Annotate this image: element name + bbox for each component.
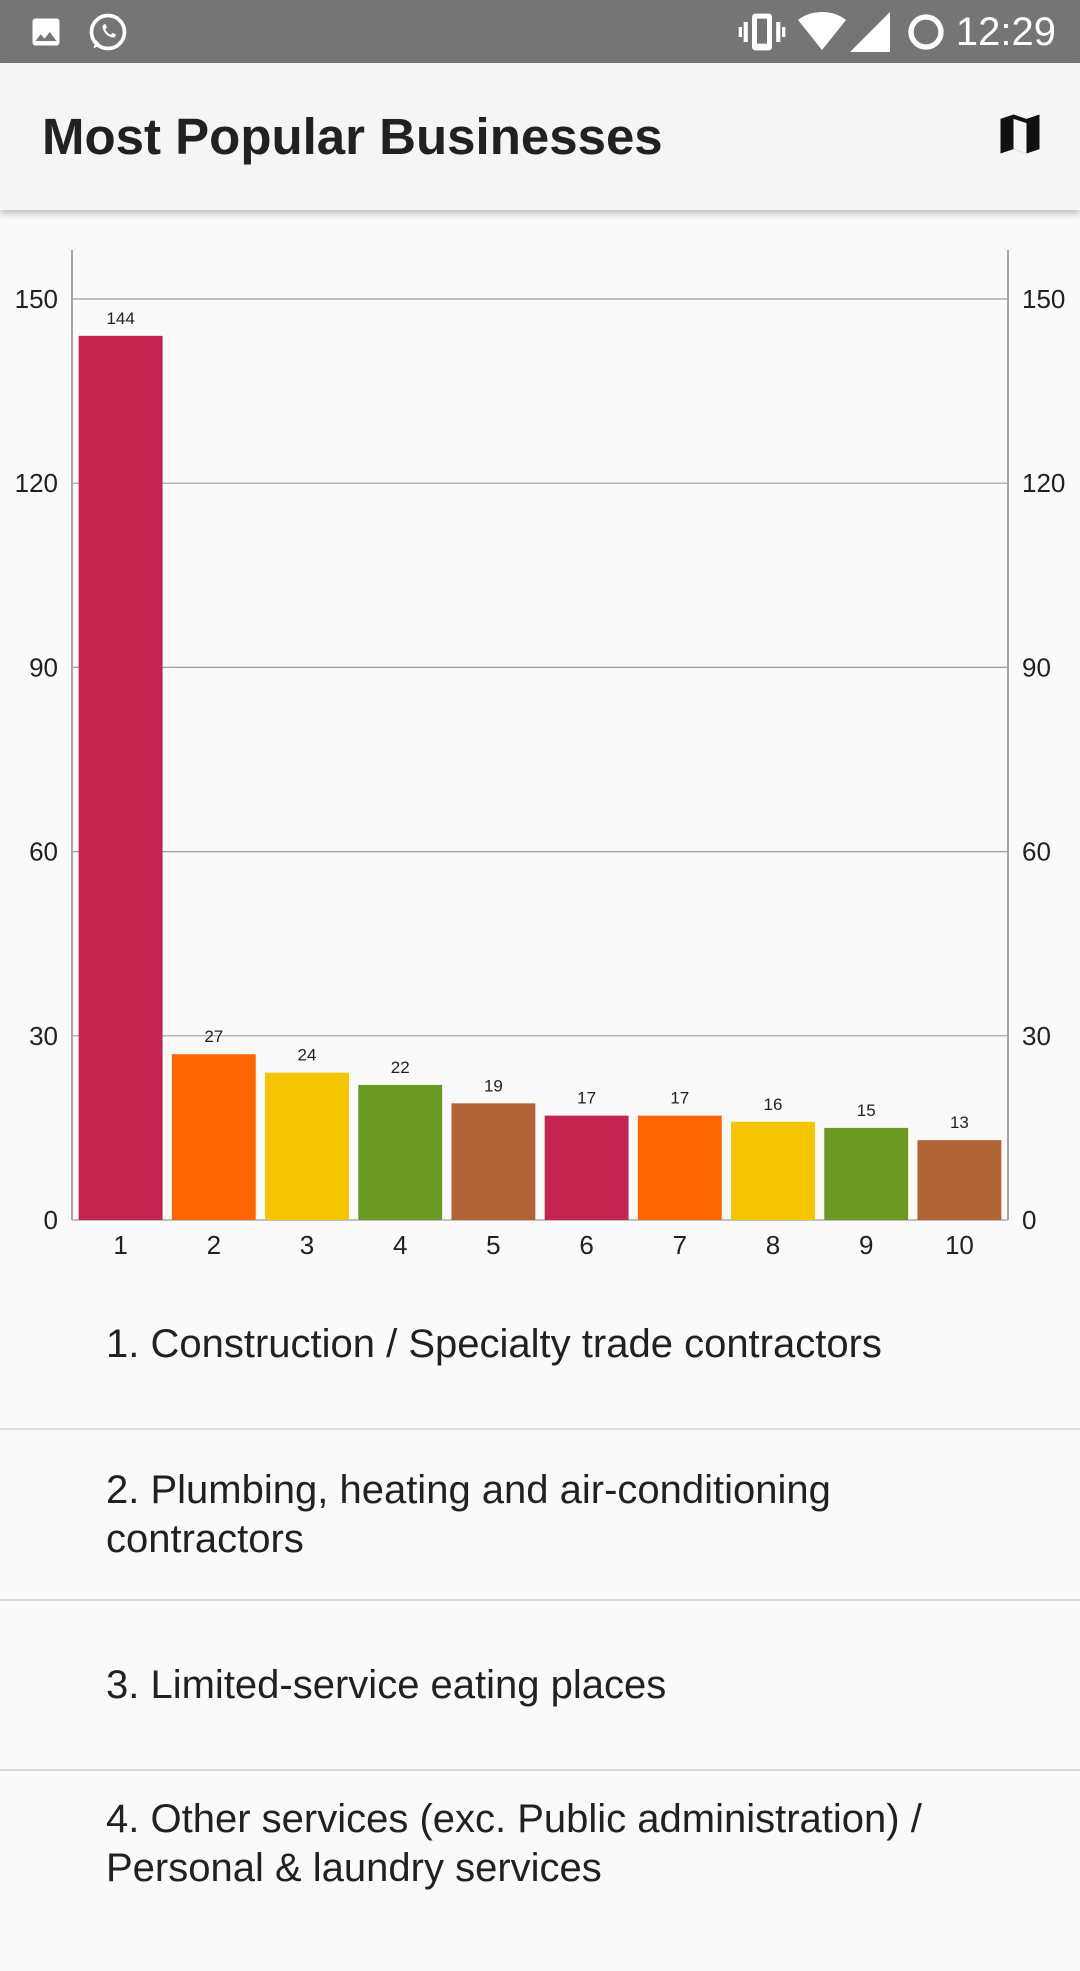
list-item[interactable]: 1. Construction / Specialty trade contra… <box>0 1260 1080 1430</box>
cell-signal-icon <box>850 12 890 57</box>
y-tick-label-left: 30 <box>29 1021 58 1051</box>
list-item[interactable]: 4. Other services (exc. Public administr… <box>0 1771 1080 1971</box>
map-button[interactable] <box>984 100 1056 172</box>
sync-icon <box>906 12 946 57</box>
x-tick-label: 7 <box>673 1230 687 1260</box>
data-label: 19 <box>484 1076 503 1095</box>
list-item-label: 2. Plumbing, heating and air-conditionin… <box>106 1467 831 1561</box>
data-label: 15 <box>857 1101 876 1120</box>
x-tick-label: 5 <box>486 1230 500 1260</box>
x-tick-label: 1 <box>113 1230 127 1260</box>
x-tick-label: 8 <box>766 1230 780 1260</box>
bar <box>78 335 163 1221</box>
bar <box>731 1121 815 1220</box>
bar <box>451 1103 536 1220</box>
bar-chart: 0 0 30 30 60 60 90 90 120 120 150 150 144 1 27 2 24 3 22 4 1… <box>0 210 1080 1260</box>
bar <box>637 1115 722 1220</box>
list-item-label: 3. Limited-service eating places <box>106 1662 667 1707</box>
data-label: 13 <box>950 1113 969 1132</box>
status-bar: 12:29 <box>0 0 1080 63</box>
list-item[interactable]: 2. Plumbing, heating and air-conditionin… <box>0 1430 1080 1601</box>
vibrate-icon <box>738 12 786 57</box>
list-item[interactable]: 3. Limited-service eating places <box>0 1601 1080 1771</box>
y-tick-label-right: 150 <box>1022 284 1065 314</box>
bar <box>824 1127 909 1220</box>
data-label: 22 <box>391 1058 410 1077</box>
x-tick-label: 3 <box>300 1230 314 1260</box>
x-tick-label: 9 <box>859 1230 873 1260</box>
wifi-icon <box>798 12 846 57</box>
data-label: 144 <box>106 309 134 328</box>
bar <box>544 1115 629 1220</box>
data-label: 17 <box>670 1089 689 1108</box>
y-tick-label-right: 0 <box>1022 1205 1036 1235</box>
y-tick-label-right: 60 <box>1022 837 1051 867</box>
x-tick-label: 4 <box>393 1230 407 1260</box>
y-tick-label-left: 90 <box>29 652 58 682</box>
data-label: 17 <box>577 1089 596 1108</box>
y-tick-label-right: 90 <box>1022 652 1051 682</box>
bar <box>358 1084 443 1220</box>
bar <box>171 1054 256 1220</box>
bar <box>265 1072 349 1220</box>
list-item-label: 4. Other services (exc. Public administr… <box>106 1797 922 1890</box>
data-label: 24 <box>298 1046 317 1065</box>
data-label: 16 <box>764 1095 783 1114</box>
whatsapp-icon <box>86 10 130 59</box>
y-tick-label-left: 0 <box>44 1205 58 1235</box>
y-tick-label-left: 60 <box>29 837 58 867</box>
x-tick-label: 10 <box>945 1230 974 1260</box>
map-icon <box>994 108 1046 165</box>
x-tick-label: 2 <box>207 1230 221 1260</box>
clock: 12:29 <box>955 10 1056 54</box>
y-tick-label-right: 120 <box>1022 468 1065 498</box>
x-tick-label: 6 <box>579 1230 593 1260</box>
y-tick-label-right: 30 <box>1022 1021 1051 1051</box>
y-tick-label-left: 120 <box>15 468 58 498</box>
app-bar: Most Popular Businesses <box>0 63 1080 210</box>
data-label: 27 <box>204 1027 223 1046</box>
y-tick-label-left: 150 <box>15 284 58 314</box>
image-icon <box>28 14 64 55</box>
page-title: Most Popular Businesses <box>42 108 663 165</box>
list-item-label: 1. Construction / Specialty trade contra… <box>106 1321 882 1366</box>
bar <box>917 1140 1002 1220</box>
